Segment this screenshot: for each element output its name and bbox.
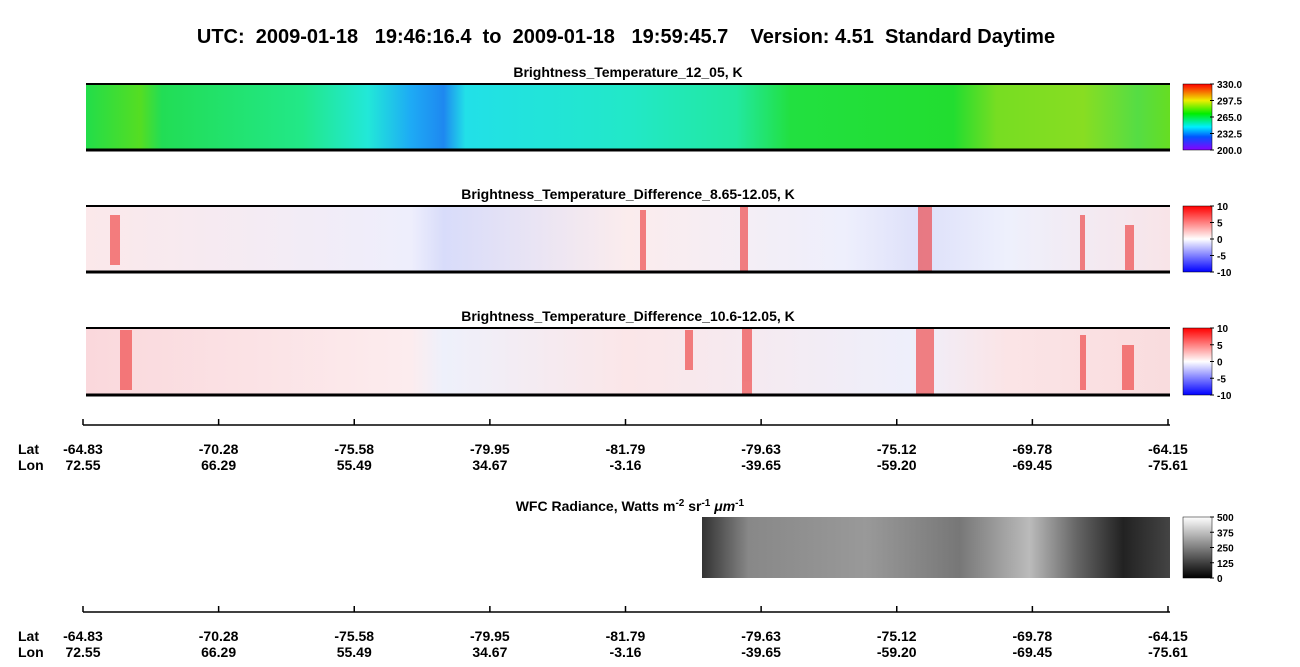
colorbar-label: 5 (1217, 219, 1223, 230)
lat-value: -79.63 (741, 441, 781, 457)
lat-value: -64.15 (1148, 628, 1188, 644)
page-title: UTC: 2009-01-18 19:46:16.4 to 2009-01-18… (197, 26, 1055, 48)
btd1-streaks (110, 206, 1134, 272)
panel-title: Brightness_Temperature_Difference_10.6-1… (461, 308, 795, 324)
lon-value: 55.49 (337, 644, 372, 660)
lat-value: -75.12 (877, 628, 917, 644)
colorbar-label: 10 (1217, 324, 1229, 335)
btd1-image (86, 206, 1170, 272)
lon-value: 34.67 (472, 644, 507, 660)
colorbar-label: -5 (1217, 252, 1226, 263)
colorbar (1182, 83, 1213, 151)
lon-value: 34.67 (472, 457, 507, 473)
lat-value: -75.12 (877, 441, 917, 457)
colorbar-label: 330.0 (1217, 80, 1242, 91)
lon-label: Lon (18, 457, 44, 473)
lat-value: -75.58 (334, 628, 374, 644)
colorbar-label: 125 (1217, 559, 1234, 570)
lon-value: -59.20 (877, 644, 917, 660)
colorbar-label: 5 (1217, 341, 1223, 352)
lat-value: -64.83 (63, 628, 103, 644)
lon-label: Lon (18, 644, 44, 660)
title-sup: -2 (675, 498, 684, 509)
colorbar-label: 250 (1217, 544, 1234, 555)
lat-value: -69.78 (1013, 628, 1053, 644)
title-part: WFC Radiance, Watts m (516, 498, 676, 514)
colorbar-label: 265.0 (1217, 113, 1242, 124)
title-sup: -1 (701, 498, 710, 509)
colorbar-label: -10 (1217, 268, 1232, 279)
panel-title: Brightness_Temperature_12_05, K (513, 64, 742, 80)
title-part: sr (684, 498, 702, 514)
lon-value: -3.16 (610, 457, 642, 473)
lon-value: 72.55 (65, 457, 100, 473)
colorbar-label: 375 (1217, 528, 1234, 539)
colorbar-label: -5 (1217, 374, 1226, 385)
colorbar (1182, 205, 1213, 273)
lon-value: -3.16 (610, 644, 642, 660)
colorbar-label: 0 (1217, 235, 1223, 246)
colorbar-label: 0 (1217, 574, 1223, 585)
lat-value: -64.15 (1148, 441, 1188, 457)
panel-title: Brightness_Temperature_Difference_8.65-1… (461, 186, 795, 202)
lat-label: Lat (18, 441, 39, 457)
lat-value: -81.79 (606, 628, 646, 644)
colorbar-label: 500 (1217, 513, 1234, 524)
lon-value: 66.29 (201, 644, 236, 660)
title-sup: -1 (735, 498, 744, 509)
lat-value: -79.95 (470, 441, 510, 457)
lon-value: 55.49 (337, 457, 372, 473)
lat-label: Lat (18, 628, 39, 644)
btd2-image (86, 328, 1170, 395)
lat-value: -75.58 (334, 441, 374, 457)
lat-value: -64.83 (63, 441, 103, 457)
lat-value: -81.79 (606, 441, 646, 457)
wfc-title: WFC Radiance, Watts m-2 sr-1 μm-1 (504, 498, 748, 515)
lat-value: -69.78 (1013, 441, 1053, 457)
lat-value: -79.63 (741, 628, 781, 644)
panel-frames (86, 83, 1170, 397)
lon-value: -69.45 (1013, 457, 1053, 473)
lon-value: -39.65 (741, 457, 781, 473)
btd2-streaks (120, 328, 1134, 395)
lon-value: -69.45 (1013, 644, 1053, 660)
lon-value: -59.20 (877, 457, 917, 473)
colorbar-label: -10 (1217, 391, 1232, 402)
lat-value: -70.28 (199, 441, 239, 457)
colorbar-label: 232.5 (1217, 130, 1242, 141)
lon-value: -75.61 (1148, 457, 1188, 473)
colorbar-label: 0 (1217, 358, 1223, 369)
colorbar-label: 10 (1217, 202, 1229, 213)
lat-value: -70.28 (199, 628, 239, 644)
colorbar (1182, 327, 1213, 396)
lon-value: 72.55 (65, 644, 100, 660)
lon-value: -39.65 (741, 644, 781, 660)
wfc-image (702, 517, 1170, 578)
bt-image (86, 84, 1170, 150)
colorbar (1182, 516, 1213, 579)
lat-value: -79.95 (470, 628, 510, 644)
title-part: μm (710, 498, 735, 514)
lon-value: -75.61 (1148, 644, 1188, 660)
lon-value: 66.29 (201, 457, 236, 473)
colorbar-label: 297.5 (1217, 97, 1242, 108)
colorbar-label: 200.0 (1217, 146, 1242, 157)
